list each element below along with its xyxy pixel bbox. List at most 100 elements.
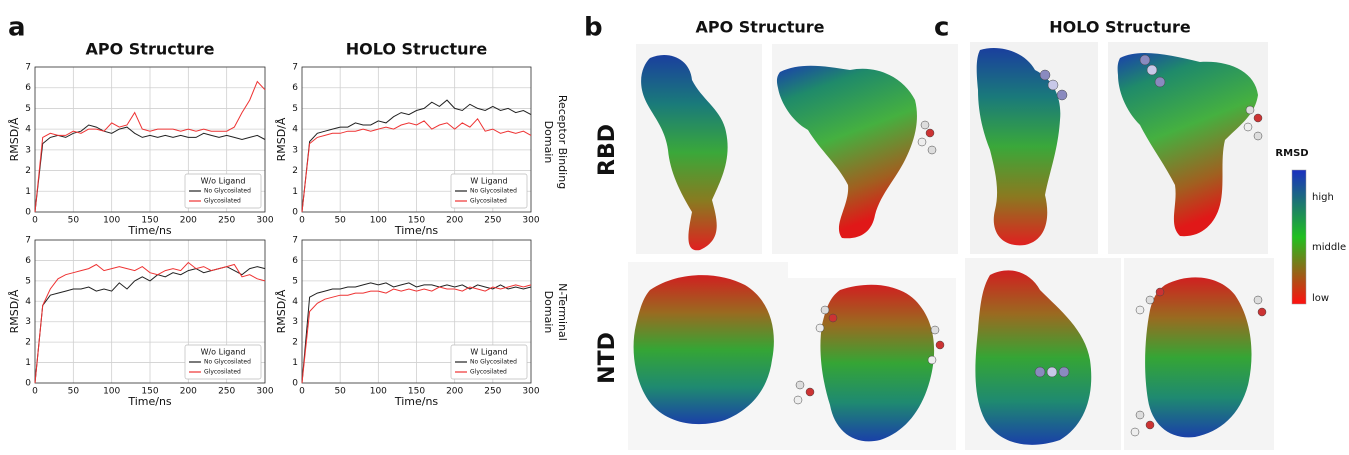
plot-frame: [301, 66, 532, 213]
x-tick-label: 0: [32, 387, 38, 397]
y-tick-label: 6: [292, 256, 298, 266]
legend-title: W Ligand: [470, 348, 507, 357]
y-tick-label: 6: [292, 83, 298, 93]
x-axis-label: Time/ns: [394, 395, 439, 408]
x-tick-label: 50: [334, 216, 346, 226]
x-tick-label: 300: [256, 216, 273, 226]
legend-label: No Glycosilated: [470, 188, 517, 195]
y-tick-label: 5: [25, 276, 31, 286]
structure-images: [628, 42, 1274, 450]
glycan: [793, 54, 1267, 437]
x-tick-label: 0: [299, 216, 305, 226]
x-tick-label: 100: [103, 216, 120, 226]
legend-label: No Glycosilated: [204, 188, 251, 195]
y-tick-label: 2: [292, 166, 298, 176]
x-tick-label: 100: [370, 216, 387, 226]
y-tick-label: 3: [292, 145, 298, 155]
x-tick-label: 200: [180, 216, 197, 226]
y-tick-label: 4: [292, 125, 298, 135]
y-axis-label: RMSD/Å: [8, 289, 21, 333]
y-tick-label: 3: [292, 317, 298, 327]
chart-title: HOLO Structure: [346, 40, 488, 59]
y-tick-label: 5: [292, 276, 298, 286]
series-line: [34, 80, 266, 213]
row-label: RBD: [595, 124, 620, 176]
x-tick-label: 300: [522, 216, 539, 226]
y-tick-label: 4: [292, 297, 298, 307]
series-line: [301, 99, 532, 213]
side-label: N-Terminal: [556, 283, 569, 341]
row-label: NTD: [595, 332, 620, 384]
x-tick-label: 150: [141, 216, 158, 226]
legend-label: Glycosilated: [204, 198, 241, 205]
legend-box: [184, 344, 262, 380]
y-tick-label: 1: [25, 358, 31, 368]
legend-label: Glycosilated: [470, 369, 507, 376]
series-line: [34, 124, 266, 213]
y-tick-label: 2: [292, 338, 298, 348]
x-tick-label: 250: [484, 387, 501, 397]
colorbar-label: high: [1312, 192, 1334, 203]
y-tick-label: 5: [25, 104, 31, 114]
x-tick-label: 50: [68, 387, 80, 397]
series-line: [301, 284, 532, 384]
x-tick-label: 50: [334, 387, 346, 397]
y-tick-label: 1: [25, 187, 31, 197]
protein-surface: [1117, 53, 1258, 237]
x-tick-label: 250: [218, 387, 235, 397]
side-label: Receptor Binding: [556, 95, 569, 189]
x-axis-label: Time/ns: [394, 224, 439, 237]
x-tick-label: 0: [299, 387, 305, 397]
x-tick-label: 150: [408, 216, 425, 226]
y-tick-label: 0: [25, 208, 31, 218]
y-axis-label: RMSD/Å: [8, 117, 21, 161]
colorbar-title: RMSD: [1275, 148, 1308, 159]
legend-box: [450, 173, 528, 209]
series-line: [301, 117, 532, 213]
y-tick-label: 0: [25, 379, 31, 389]
colorbar-label: middle: [1312, 242, 1346, 253]
x-tick-label: 100: [103, 387, 120, 397]
x-tick-label: 250: [218, 216, 235, 226]
x-tick-label: 100: [370, 387, 387, 397]
x-axis-label: Time/ns: [127, 224, 172, 237]
protein-surface: [776, 65, 917, 239]
y-tick-label: 1: [292, 358, 298, 368]
y-tick-label: 7: [292, 236, 298, 246]
y-tick-label: 7: [25, 236, 31, 246]
y-tick-label: 6: [25, 256, 31, 266]
y-tick-label: 3: [25, 317, 31, 327]
x-tick-label: 200: [446, 387, 463, 397]
y-axis-label: RMSD/Å: [275, 289, 288, 333]
y-tick-label: 3: [25, 145, 31, 155]
y-tick-label: 2: [25, 166, 31, 176]
protein-surface: [1145, 277, 1252, 438]
legend-box: [184, 173, 262, 209]
protein-surface: [975, 270, 1092, 445]
legend-label: No Glycosilated: [204, 359, 251, 366]
y-tick-label: 7: [292, 63, 298, 73]
plot-frame: [34, 239, 266, 384]
x-tick-label: 200: [180, 387, 197, 397]
protein-surface: [820, 284, 935, 442]
legend-label: Glycosilated: [470, 198, 507, 205]
colorbar: [1291, 169, 1307, 305]
plot-frame: [301, 239, 532, 384]
side-label: Domain: [542, 291, 555, 334]
panel-label: a: [8, 13, 26, 43]
legend-title: W Ligand: [470, 177, 507, 186]
y-tick-label: 4: [25, 297, 31, 307]
x-tick-label: 300: [522, 387, 539, 397]
series-line: [301, 282, 532, 384]
y-tick-label: 6: [25, 83, 31, 93]
panel-label: b: [584, 13, 603, 43]
protein-surface: [641, 54, 728, 251]
x-axis-label: Time/ns: [127, 395, 172, 408]
x-tick-label: 0: [32, 216, 38, 226]
legend-label: No Glycosilated: [470, 359, 517, 366]
protein-surface: [633, 275, 774, 425]
panel-header: HOLO Structure: [1049, 18, 1191, 37]
legend-box: [450, 344, 528, 380]
x-tick-label: 150: [408, 387, 425, 397]
y-tick-label: 7: [25, 63, 31, 73]
